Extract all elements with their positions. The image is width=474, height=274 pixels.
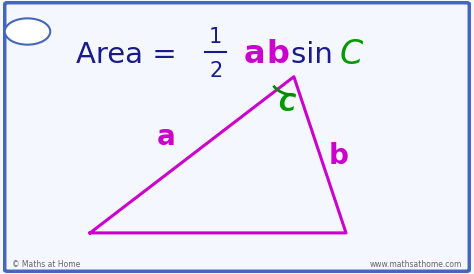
- Text: www.mathsathome.com: www.mathsathome.com: [370, 260, 462, 269]
- Text: a: a: [244, 39, 266, 70]
- Text: a: a: [156, 123, 175, 151]
- Text: 1: 1: [209, 27, 222, 47]
- Text: at: at: [25, 28, 30, 33]
- Circle shape: [5, 18, 50, 45]
- Text: sin: sin: [291, 41, 342, 69]
- Text: 2: 2: [209, 61, 222, 81]
- Text: MATHS: MATHS: [17, 24, 38, 28]
- Text: © Maths at Home: © Maths at Home: [12, 260, 80, 269]
- FancyBboxPatch shape: [5, 3, 469, 271]
- Text: b: b: [329, 142, 349, 170]
- Text: $\mathit{C}$: $\mathit{C}$: [339, 38, 364, 71]
- Text: b: b: [267, 39, 290, 70]
- Text: C: C: [278, 92, 295, 116]
- Text: Area =: Area =: [76, 41, 186, 69]
- Text: Home: Home: [20, 33, 35, 38]
